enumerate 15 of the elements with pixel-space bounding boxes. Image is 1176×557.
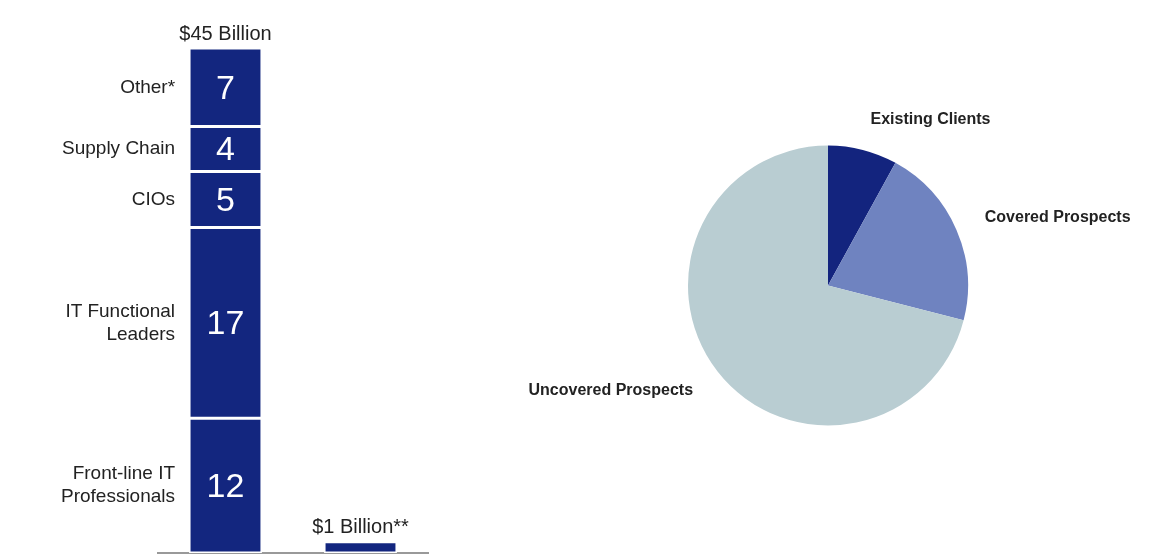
data-label: 7 [216, 67, 235, 106]
slice-label: Existing Clients [870, 110, 991, 128]
data-label: 12 [206, 466, 245, 505]
data-label: 17 [206, 303, 245, 342]
total-label: $45 Billion [179, 21, 272, 44]
data-label: 5 [216, 179, 235, 218]
series-label: Front-line IT Professionals [60, 462, 176, 507]
slice-label: Covered Prospects [984, 208, 1131, 226]
series-label: Other* [120, 75, 176, 97]
data-label: 4 [216, 129, 235, 168]
series-label: IT Functional Leaders [65, 299, 176, 344]
series-label: CIOs [131, 187, 176, 209]
series-label: Supply Chain [62, 137, 176, 159]
total-label: $1 Billion** [312, 515, 410, 538]
slice-label: Uncovered Prospects [528, 380, 694, 398]
